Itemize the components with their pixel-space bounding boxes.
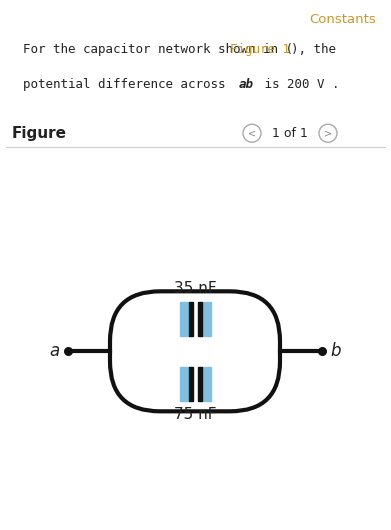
Text: potential difference across: potential difference across bbox=[23, 78, 233, 91]
Bar bbox=[188, 302, 192, 336]
Text: ), the: ), the bbox=[291, 43, 336, 56]
Text: >: > bbox=[324, 128, 332, 138]
Bar bbox=[197, 367, 201, 401]
Bar bbox=[179, 367, 188, 401]
Bar bbox=[179, 302, 188, 336]
Text: <: < bbox=[248, 128, 256, 138]
Bar bbox=[197, 302, 201, 336]
Text: a: a bbox=[50, 342, 60, 360]
Text: 35 nF: 35 nF bbox=[174, 281, 216, 296]
Text: Constants: Constants bbox=[309, 13, 376, 26]
Text: 75 nF: 75 nF bbox=[174, 407, 216, 422]
Text: 1 of 1: 1 of 1 bbox=[272, 127, 308, 140]
Text: b: b bbox=[330, 342, 341, 360]
Text: ab: ab bbox=[238, 78, 253, 91]
Bar bbox=[201, 302, 210, 336]
Text: For the capacitor network shown in (: For the capacitor network shown in ( bbox=[23, 43, 293, 56]
Bar bbox=[201, 367, 210, 401]
Bar bbox=[188, 367, 192, 401]
Text: Figure: Figure bbox=[12, 126, 67, 141]
Text: Figure 1: Figure 1 bbox=[230, 43, 291, 56]
Text: is 200 V .: is 200 V . bbox=[257, 78, 340, 91]
